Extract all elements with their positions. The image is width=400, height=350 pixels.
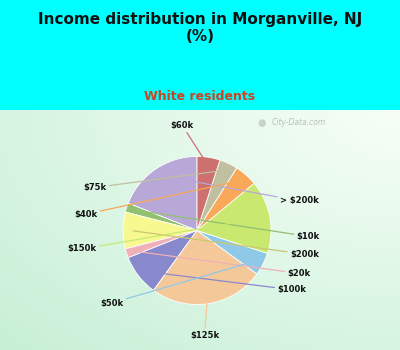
Wedge shape [128, 156, 197, 230]
Wedge shape [197, 230, 268, 274]
Text: $150k: $150k [68, 218, 260, 253]
Text: $50k: $50k [100, 261, 254, 308]
Text: Income distribution in Morganville, NJ
(%): Income distribution in Morganville, NJ (… [38, 12, 362, 44]
Text: White residents: White residents [144, 90, 256, 103]
Text: $40k: $40k [74, 181, 238, 219]
Text: > $200k: > $200k [162, 176, 318, 205]
Wedge shape [197, 156, 220, 230]
Text: $60k: $60k [171, 121, 206, 162]
Text: $100k: $100k [147, 272, 306, 294]
Text: $200k: $200k [133, 231, 319, 259]
Wedge shape [128, 230, 197, 290]
Text: City-Data.com: City-Data.com [272, 118, 326, 127]
Text: ●: ● [257, 118, 266, 128]
Text: $125k: $125k [190, 299, 219, 340]
Wedge shape [197, 183, 271, 253]
Text: $75k: $75k [83, 170, 223, 192]
Wedge shape [197, 168, 254, 230]
Wedge shape [125, 230, 197, 258]
Wedge shape [125, 203, 197, 230]
Wedge shape [154, 230, 257, 304]
Text: $20k: $20k [136, 251, 311, 278]
Wedge shape [197, 160, 237, 230]
Text: $10k: $10k [136, 210, 320, 241]
Wedge shape [123, 212, 197, 249]
